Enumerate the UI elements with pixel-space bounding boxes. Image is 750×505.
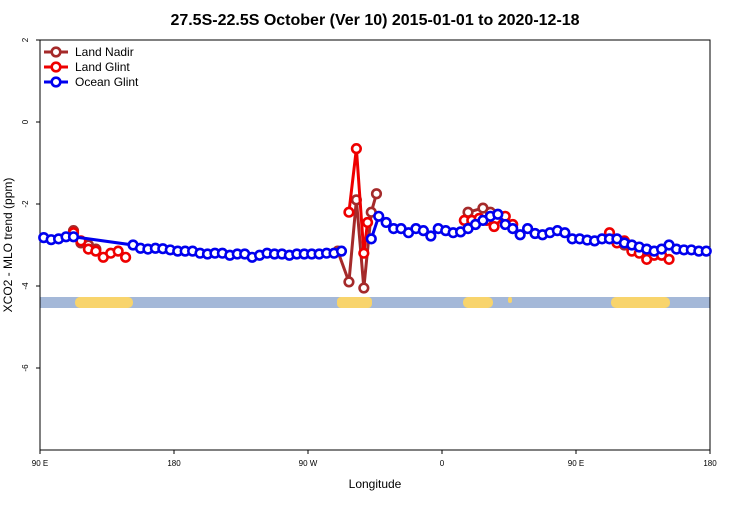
legend-marker	[50, 46, 62, 58]
x-tick-label: 90 W	[299, 459, 318, 468]
x-tick-label: 90 E	[32, 459, 48, 468]
x-tick-label: 0	[440, 459, 445, 468]
data-point	[120, 251, 132, 263]
data-point	[492, 208, 504, 220]
legend-label: Ocean Glint	[75, 75, 139, 89]
data-point	[361, 216, 374, 229]
data-point	[700, 245, 712, 257]
x-tick-label: 90 E	[568, 459, 584, 468]
data-point	[663, 253, 675, 265]
legend-label: Land Glint	[75, 60, 130, 74]
data-point	[425, 230, 437, 242]
data-point	[335, 245, 348, 257]
data-point	[358, 282, 370, 294]
data-point	[417, 225, 429, 237]
x-tick-label: 180	[703, 459, 717, 468]
data-point	[380, 216, 392, 229]
data-point	[350, 143, 362, 155]
data-point	[514, 229, 526, 241]
data-point	[488, 220, 500, 233]
data-point	[365, 233, 377, 245]
legend-label: Land Nadir	[75, 45, 134, 59]
x-axis-label: Longitude	[349, 477, 402, 491]
plot-frame	[39, 39, 711, 451]
series-line	[72, 193, 641, 289]
data-point	[112, 245, 124, 257]
x-tick-label: 180	[167, 459, 181, 468]
y-tick-label: -2	[21, 200, 30, 208]
y-tick-label: -6	[21, 364, 30, 372]
data-point	[559, 227, 571, 239]
data-point	[67, 231, 80, 243]
y-tick-label: 2	[21, 37, 30, 42]
data-point	[507, 223, 519, 235]
legend-marker	[50, 61, 62, 73]
legend-marker	[50, 76, 62, 88]
data-point	[358, 247, 370, 259]
chart-title: 27.5S-22.5S October (Ver 10) 2015-01-01 …	[170, 12, 579, 29]
land-strip	[40, 297, 710, 308]
data-point	[373, 210, 385, 222]
data-point	[90, 245, 102, 257]
data-point	[370, 188, 383, 200]
y-tick-label: 0	[21, 119, 30, 124]
data-point	[522, 223, 534, 235]
data-point	[343, 206, 355, 218]
y-tick-label: -4	[21, 282, 30, 290]
data-point	[343, 276, 355, 288]
y-axis-label: XCO2 - MLO trend (ppm)	[1, 178, 15, 313]
